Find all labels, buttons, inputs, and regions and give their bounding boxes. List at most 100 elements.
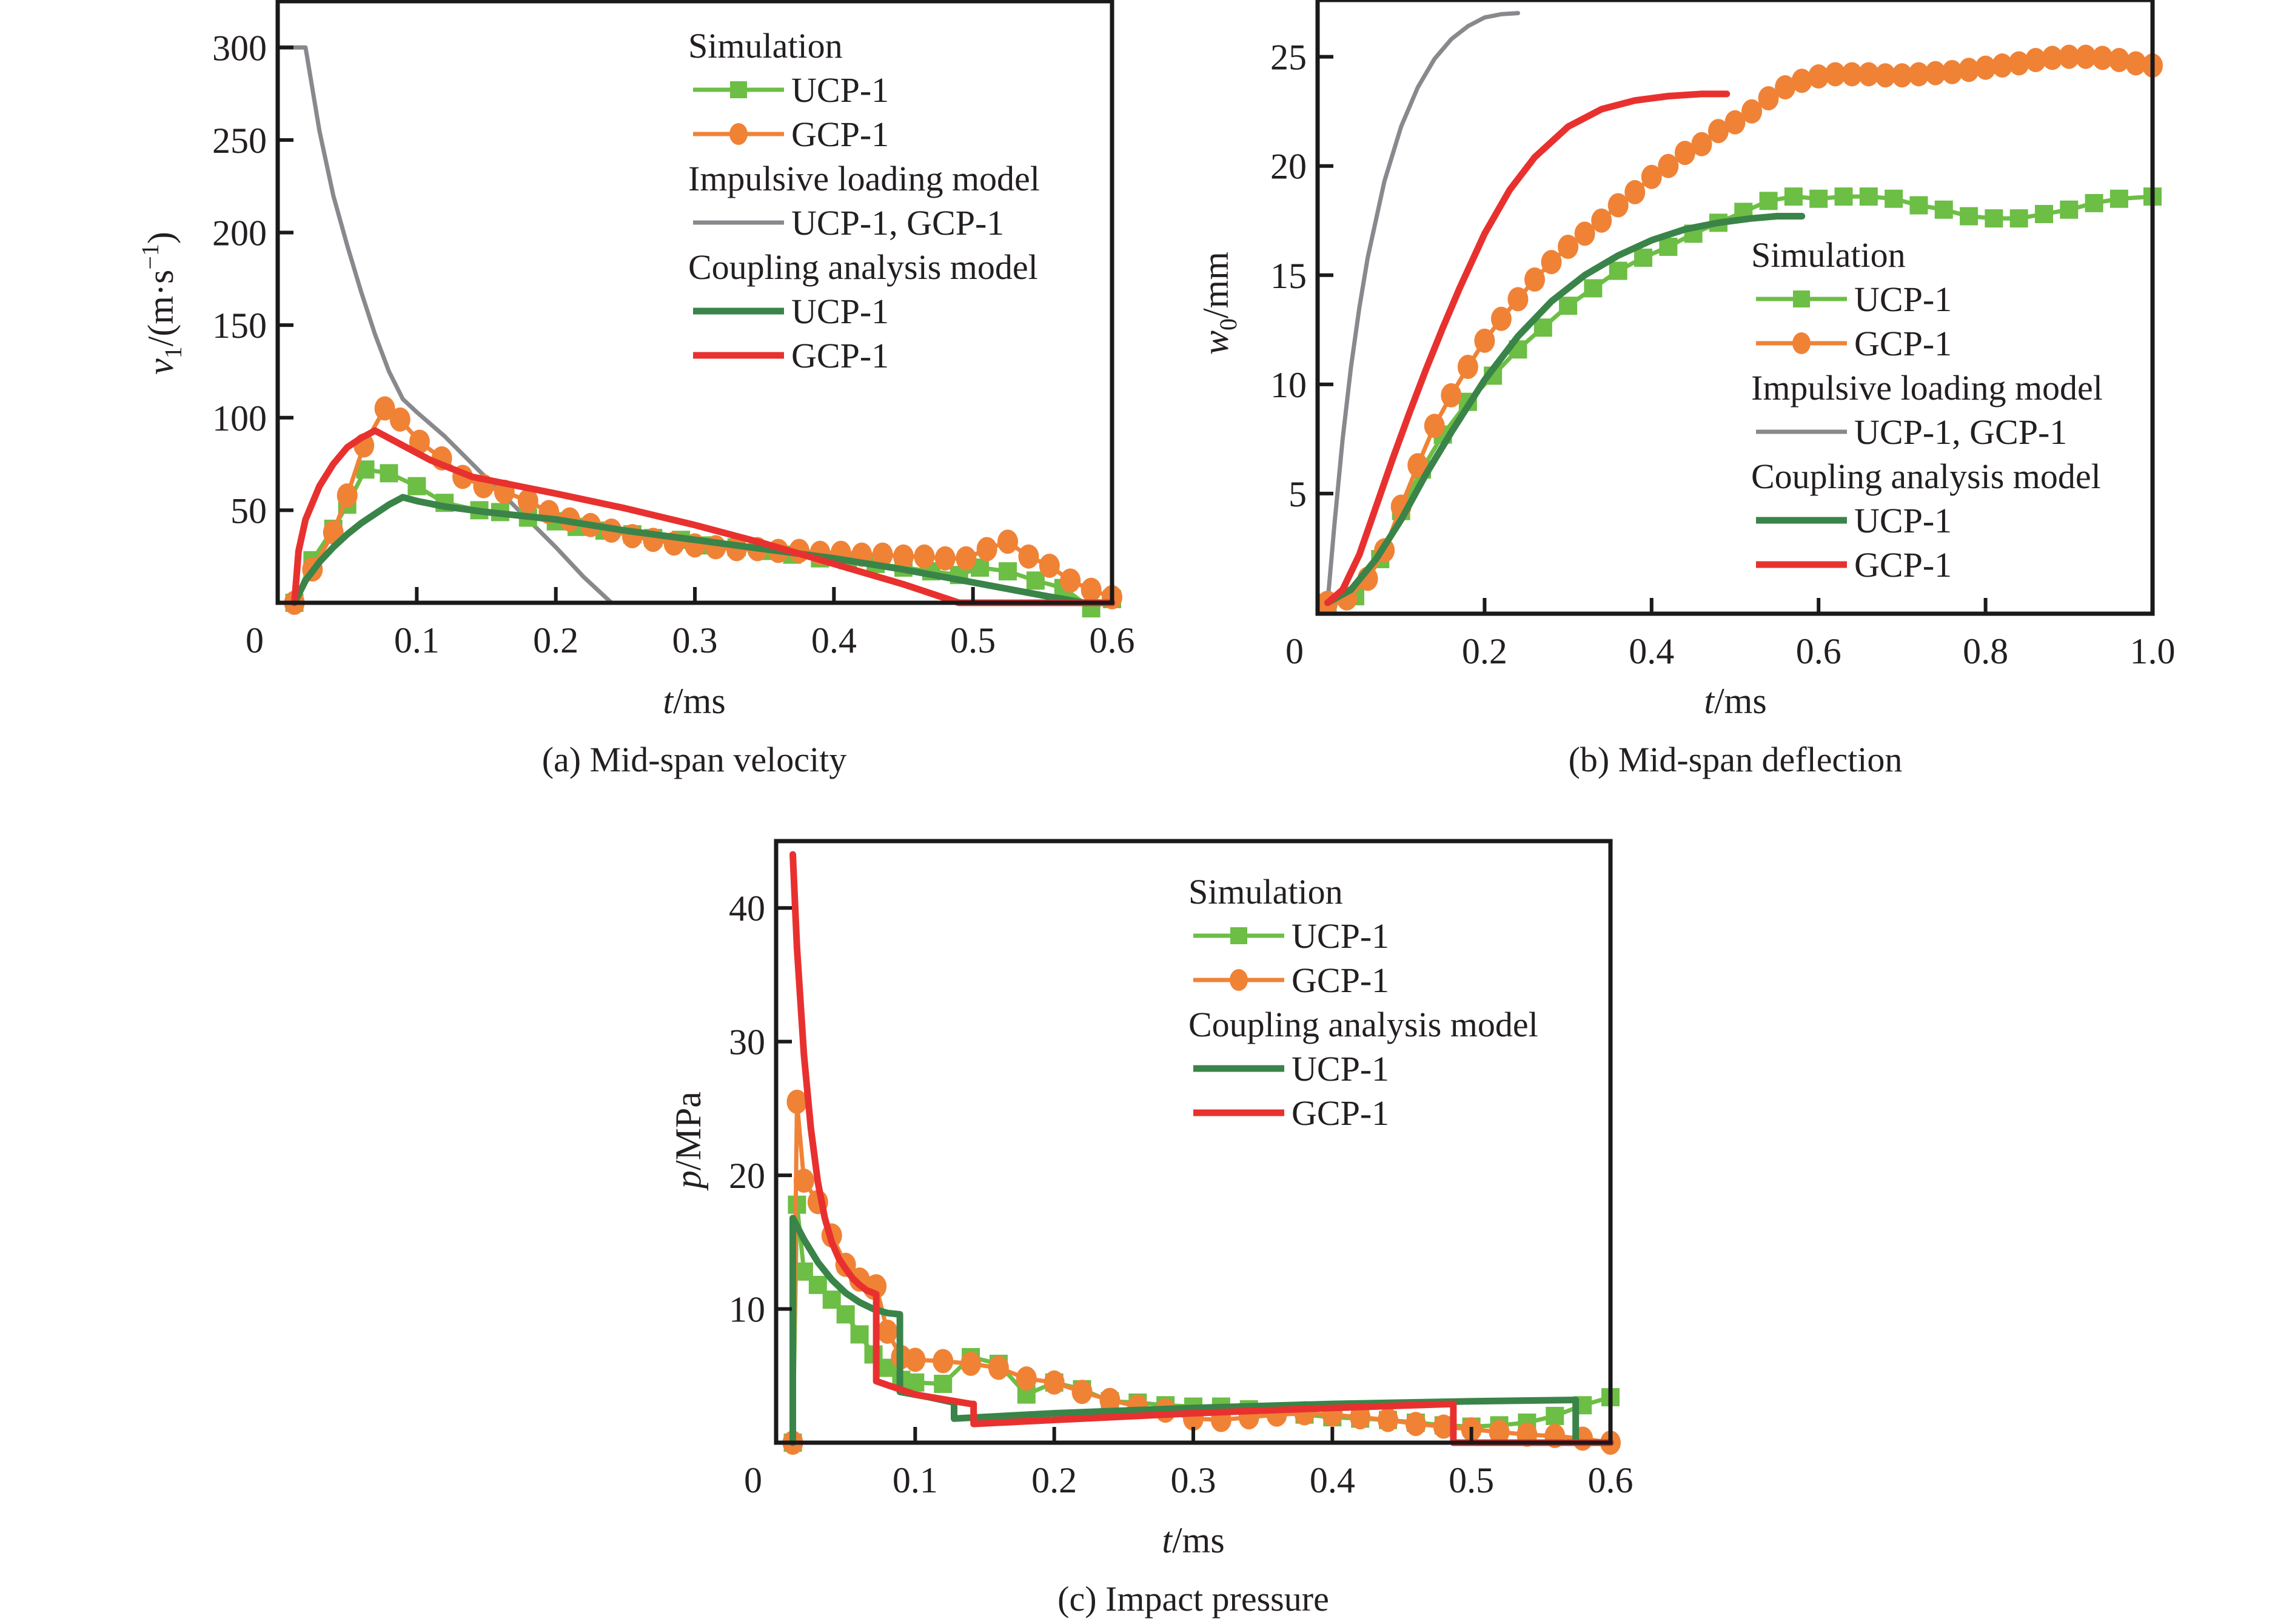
data-point-square <box>2034 204 2053 223</box>
y-tick-label: 5 <box>1288 474 1307 514</box>
legend-entry-sim-gcp: GCP-1 <box>1756 324 1952 363</box>
x-tick-label: 0.6 <box>1796 631 1841 671</box>
data-point-circle <box>905 1347 926 1372</box>
ticks-a: 0 0.1 0.2 0.3 0.4 0.5 0.6 50 100 150 200 250 300 <box>212 28 1135 660</box>
legend-label: GCP-1 <box>1854 545 1952 585</box>
series-coupling-gcp <box>291 427 1116 606</box>
data-point-circle <box>1407 453 1429 478</box>
x-tick-label: 0.5 <box>1449 1460 1494 1500</box>
data-point-circle <box>988 1355 1009 1380</box>
y-tick-label: 40 <box>729 888 765 928</box>
data-point-circle <box>1841 62 1863 87</box>
data-point-circle <box>960 1351 982 1376</box>
data-point-square <box>1834 187 1853 206</box>
legend-label: UCP-1 <box>1854 501 1952 540</box>
data-point-square <box>1960 207 1979 226</box>
panel-impact-pressure: 0 0.1 0.2 0.3 0.4 0.5 0.6 10 20 30 40 Simulation UC… <box>668 839 1634 1619</box>
data-point-square <box>2060 200 2079 219</box>
data-point-circle <box>956 546 977 571</box>
legend-label: UCP-1, GCP-1 <box>791 203 1004 243</box>
x-tick-label: 0.1 <box>394 620 440 660</box>
data-point-circle <box>934 546 956 571</box>
data-point-square <box>380 464 398 483</box>
x-tick-label: 0.2 <box>533 620 578 660</box>
data-point-square <box>1909 196 1928 215</box>
legend-entry-coupling-ucp: UCP-1 <box>693 292 889 331</box>
series-coupling-gcp <box>789 851 1614 1446</box>
data-point-circle <box>1875 63 1896 88</box>
series-line-coupling-gcp <box>789 851 1614 1446</box>
y-tick-label: 25 <box>1270 38 1307 78</box>
y-tick-label: 20 <box>729 1156 765 1196</box>
series-coupling-ucp <box>1324 213 1806 606</box>
x-tick-label: 0.1 <box>893 1460 938 1500</box>
data-point-circle <box>1724 110 1746 135</box>
data-point-circle <box>1658 153 1679 178</box>
data-point-square <box>2009 209 2028 228</box>
data-point-circle <box>1424 414 1445 438</box>
data-point-circle <box>2025 48 2046 73</box>
y-tick-label: 300 <box>212 28 267 68</box>
data-point-circle <box>2059 44 2080 69</box>
y-tick-label: 20 <box>1270 147 1307 187</box>
data-point-circle <box>1624 180 1646 204</box>
legend-marker-square <box>1230 927 1247 944</box>
data-point-circle <box>1758 86 1779 111</box>
data-point-circle <box>1925 61 1946 86</box>
data-point-circle <box>1489 1420 1510 1444</box>
data-point-circle <box>1691 132 1712 156</box>
y-tick-label: 50 <box>230 491 267 531</box>
legend-entry-coupling-ucp: UCP-1 <box>1756 501 1952 540</box>
data-point-circle <box>1441 383 1462 408</box>
legend-group-header: Coupling analysis model <box>1751 457 2101 496</box>
panel-mid-span-velocity: 0 0.1 0.2 0.3 0.4 0.5 0.6 50 100 150 200 250 300 Sim… <box>136 0 1135 779</box>
ticks-b: 0 0.2 0.4 0.6 0.8 1.0 5 10 15 20 25 <box>1270 38 2176 671</box>
data-point-circle <box>793 1168 814 1193</box>
data-point-circle <box>1405 1412 1426 1437</box>
data-point-square <box>1584 279 1603 298</box>
data-point-circle <box>877 1320 898 1344</box>
legend-label: UCP-1 <box>791 70 889 110</box>
series-line-coupling-gcp <box>1324 90 1731 606</box>
x-axis-title-a: t/ms <box>663 681 725 721</box>
x-tick-label: 0 <box>246 620 264 660</box>
data-point-square <box>1859 187 1878 206</box>
data-point-square <box>934 1375 953 1394</box>
data-point-square <box>1985 209 2003 228</box>
data-point-square <box>1026 571 1045 590</box>
data-point-circle <box>1474 328 1495 353</box>
legend-label: UCP-1 <box>1854 280 1952 319</box>
y-axis-title-b: w0/mm <box>1196 252 1242 355</box>
series-coupling-gcp <box>1324 90 1731 606</box>
data-point-circle <box>389 407 410 432</box>
legend-label: UCP-1 <box>791 292 889 331</box>
data-point-circle <box>1490 306 1512 331</box>
data-point-circle <box>1350 1405 1371 1430</box>
x-tick-label: 0 <box>1285 631 1304 671</box>
series-line-sim-ucp <box>1325 194 2155 605</box>
data-point-circle <box>1044 1370 1065 1395</box>
data-point-circle <box>1081 577 1102 602</box>
legend-group-header: Impulsive loading model <box>688 159 1040 198</box>
legend-label: GCP-1 <box>1854 324 1952 363</box>
legend-group-header: Coupling analysis model <box>1188 1005 1538 1044</box>
data-point-circle <box>1908 62 1929 87</box>
legend-group-header: Simulation <box>1751 235 1906 275</box>
legend-label: UCP-1 <box>1292 916 1389 956</box>
series-line-coupling-ucp <box>291 494 1116 606</box>
data-point-square <box>1659 237 1678 256</box>
data-point-circle <box>2108 48 2129 73</box>
data-point-circle <box>1775 75 1796 100</box>
data-point-square <box>1885 189 1903 208</box>
data-point-circle <box>1574 221 1595 246</box>
data-point-circle <box>1975 55 1996 80</box>
legend-label: GCP-1 <box>791 336 889 375</box>
data-point-circle <box>1507 287 1529 312</box>
series-sim-gcp <box>1317 44 2163 615</box>
data-point-circle <box>1891 63 1912 88</box>
legend-label: UCP-1, GCP-1 <box>1854 412 2067 452</box>
legend-entry-coupling-gcp: GCP-1 <box>693 336 889 375</box>
y-axis-title-c: p/MPa <box>668 1092 708 1191</box>
data-point-circle <box>786 1089 808 1114</box>
data-point-square <box>1809 189 1828 208</box>
